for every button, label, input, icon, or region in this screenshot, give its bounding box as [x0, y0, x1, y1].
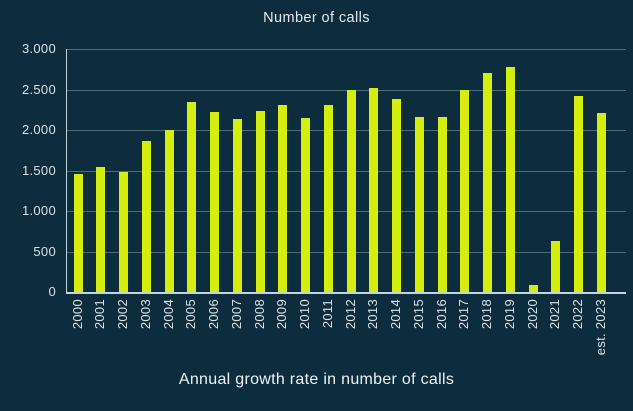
x-tick-label: 2021: [547, 299, 563, 330]
plot-area: [67, 49, 626, 292]
bar-2003: [141, 140, 151, 292]
bar-est-2023: [596, 113, 606, 292]
y-tick-label: 0: [48, 284, 56, 299]
chart-title: Number of calls: [263, 10, 370, 26]
x-tick-label: 2010: [297, 299, 312, 330]
x-tick-label: 2005: [183, 299, 199, 330]
gridline: [67, 49, 626, 50]
y-tick-label: 500: [33, 243, 56, 259]
bar-2004: [164, 130, 174, 292]
y-axis-line: [65, 49, 67, 294]
bar-2022: [574, 95, 583, 292]
bar-2007: [232, 119, 242, 292]
x-tick-label: 2001: [92, 299, 108, 330]
y-tick-label: 1.000: [21, 203, 56, 218]
bar-2000: [73, 173, 83, 292]
bar-2012: [346, 89, 356, 292]
bar-2021: [551, 240, 561, 292]
x-tick-label: 2000: [69, 299, 85, 330]
x-tick-label: 2013: [365, 299, 381, 330]
x-tick-label: 2015: [410, 299, 426, 330]
x-tick-label: 2011: [319, 299, 335, 329]
x-tick-label: 2012: [342, 299, 358, 330]
bar-2014: [392, 99, 401, 292]
chart-caption: Annual growth rate in number of calls: [178, 371, 455, 388]
bar-2002: [119, 172, 128, 292]
bar-2005: [187, 102, 197, 292]
bar-2018: [483, 72, 492, 292]
x-tick-label: 2006: [206, 299, 221, 330]
bar-2016: [437, 117, 447, 292]
x-tick-label: 2007: [228, 299, 244, 330]
bar-2008: [255, 111, 265, 292]
x-tick-label: 2016: [433, 299, 449, 330]
x-tick-label: 2003: [137, 299, 153, 330]
bar-2011: [323, 104, 333, 292]
y-tick-label: 2.500: [21, 81, 56, 97]
bar-2009: [278, 104, 288, 292]
x-tick-label: 2020: [524, 299, 540, 330]
x-tick-label: est. 2023: [592, 299, 608, 356]
x-tick-label: 2004: [160, 299, 176, 330]
x-tick-label: 2009: [274, 299, 290, 330]
bar-2017: [460, 89, 470, 292]
bar-2020: [528, 284, 538, 292]
x-axis-line: [65, 292, 626, 294]
bar-2019: [505, 66, 515, 292]
bar-2013: [369, 87, 379, 292]
x-tick-label: 2022: [570, 299, 585, 330]
bar-2010: [301, 117, 310, 292]
x-tick-label: 2017: [456, 299, 472, 330]
bar-2006: [210, 112, 219, 292]
x-tick-label: 2019: [501, 299, 517, 330]
y-tick-label: 3.000: [21, 41, 56, 56]
y-tick-label: 1.500: [21, 162, 56, 178]
x-tick-label: 2002: [115, 299, 130, 330]
x-tick-label: 2018: [479, 299, 494, 330]
x-tick-label: 2014: [388, 299, 403, 330]
bar-2001: [96, 167, 106, 292]
y-tick-label: 2.000: [21, 122, 56, 137]
x-tick-label: 2008: [251, 299, 267, 330]
bar-2015: [414, 117, 424, 292]
